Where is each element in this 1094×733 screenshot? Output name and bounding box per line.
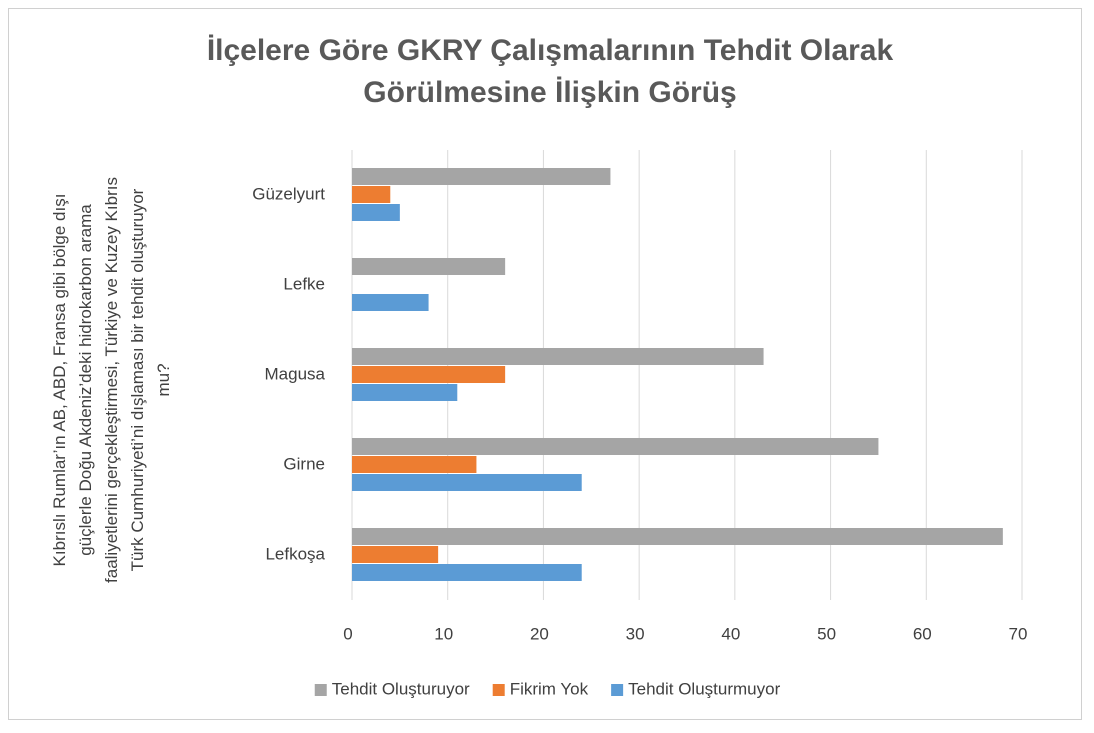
legend-swatch (611, 684, 624, 696)
x-tick-label: 20 (530, 624, 549, 643)
x-tick-label: 50 (817, 624, 836, 643)
legend-swatch (314, 684, 327, 696)
x-tick-label: 10 (434, 624, 453, 643)
bar (352, 294, 429, 311)
x-tick-label: 40 (721, 624, 740, 643)
y-tick-label: Güzelyurt (252, 184, 325, 203)
chart-title: İlçelere Göre GKRY Çalışmalarının Tehdit… (206, 34, 894, 109)
bar (352, 366, 506, 383)
bar (352, 204, 400, 221)
bar (352, 438, 879, 455)
bar (352, 348, 764, 365)
y-tick-label: Magusa (265, 364, 326, 383)
y-tick-label: Girne (283, 454, 325, 473)
bar (352, 258, 506, 275)
bar (352, 546, 439, 563)
bar (352, 564, 582, 581)
bar (352, 186, 391, 203)
legend-swatch (492, 684, 505, 696)
x-tick-label: 60 (913, 624, 932, 643)
bar (352, 384, 458, 401)
x-tick-label: 30 (626, 624, 645, 643)
bar (352, 474, 582, 491)
x-tick-label: 0 (343, 624, 352, 643)
legend-label: Tehdit Oluşturmuyor (628, 679, 780, 698)
bar (352, 456, 477, 473)
y-tick-label: Lefkoşa (265, 544, 325, 563)
x-tick-label: 70 (1009, 624, 1028, 643)
legend-label: Fikrim Yok (510, 679, 589, 698)
chart-frame (8, 8, 1082, 720)
y-tick-label: Lefke (283, 274, 325, 293)
bar (352, 168, 611, 185)
bar (352, 528, 1003, 545)
legend-label: Tehdit Oluşturuyor (332, 679, 470, 698)
